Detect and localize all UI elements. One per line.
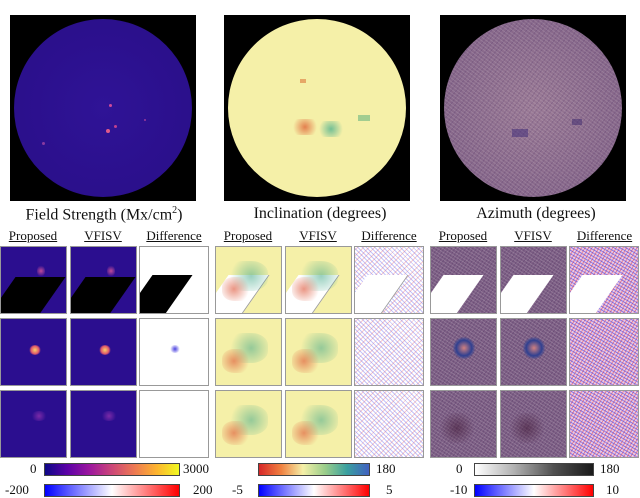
azimuth-vfisv-tile-row1 [500, 246, 567, 314]
label-difference-1: Difference [146, 228, 202, 243]
label-vfisv-3: VFISV [514, 228, 552, 243]
fs-main-min: 0 [30, 461, 37, 476]
az-diff-max: 10 [606, 482, 619, 497]
inc-main-max: 180 [376, 461, 396, 476]
field-strength-vfisv-tile-row3 [70, 390, 137, 458]
label-difference-3: Difference [576, 228, 633, 243]
fs-diff-max: 200 [193, 482, 213, 497]
az-main-min: 0 [456, 461, 463, 476]
inc-main-colorbar [258, 463, 370, 476]
azimuth-proposed-tile-row2 [430, 318, 497, 386]
az-diff-min: -10 [450, 482, 468, 497]
az-main-colorbar [474, 463, 594, 476]
inclination-difference-tile-row3 [354, 390, 424, 458]
inclination-vfisv-tile-row3 [285, 390, 352, 458]
az-diff-colorbar [474, 484, 594, 497]
azimuth-vfisv-tile-row2 [500, 318, 567, 386]
field-strength-fulldisk [10, 15, 196, 201]
inclination-proposed-tile-row1 [215, 246, 282, 314]
label-difference-2: Difference [361, 228, 417, 243]
inclination-title: Inclination (degrees) [253, 205, 387, 222]
field-strength-proposed-tile-row3 [0, 390, 67, 458]
inc-diff-min: -5 [232, 482, 243, 497]
azimuth-fulldisk [440, 15, 626, 201]
inclination-disk [228, 19, 406, 197]
label-proposed-3: Proposed [438, 228, 488, 243]
az-main-max: 180 [600, 461, 620, 476]
inc-diff-colorbar [258, 484, 370, 497]
azimuth-proposed-tile-row3 [430, 390, 497, 458]
fs-main-max: 3000 [183, 461, 209, 476]
fs-diff-colorbar [44, 484, 180, 497]
label-vfisv-1: VFISV [84, 228, 122, 243]
field-strength-vfisv-tile-row2 [70, 318, 137, 386]
azimuth-proposed-tile-row1 [430, 246, 497, 314]
field-strength-difference-tile-row3 [139, 390, 209, 458]
label-vfisv-2: VFISV [299, 228, 337, 243]
field-strength-difference-tile-row1 [139, 246, 209, 314]
field-strength-difference-tile-row2 [139, 318, 209, 386]
inclination-fulldisk [224, 15, 410, 201]
azimuth-disk [444, 19, 622, 197]
label-proposed-2: Proposed [223, 228, 273, 243]
azimuth-difference-tile-row3 [569, 390, 639, 458]
field-strength-proposed-tile-row2 [0, 318, 67, 386]
inclination-difference-tile-row2 [354, 318, 424, 386]
field-strength-vfisv-tile-row1 [70, 246, 137, 314]
field-strength-proposed-tile-row1 [0, 246, 67, 314]
fs-diff-min: -200 [5, 482, 29, 497]
inclination-vfisv-tile-row2 [285, 318, 352, 386]
inclination-proposed-tile-row2 [215, 318, 282, 386]
field-strength-disk [14, 19, 192, 197]
inc-diff-max: 5 [386, 482, 393, 497]
azimuth-difference-tile-row1 [569, 246, 639, 314]
inclination-difference-tile-row1 [354, 246, 424, 314]
azimuth-difference-tile-row2 [569, 318, 639, 386]
inclination-proposed-tile-row3 [215, 390, 282, 458]
azimuth-vfisv-tile-row3 [500, 390, 567, 458]
fs-main-colorbar [44, 463, 180, 476]
azimuth-title: Azimuth (degrees) [476, 205, 596, 222]
inclination-vfisv-tile-row1 [285, 246, 352, 314]
field-strength-title: Field Strength (Mx/cm2) [25, 205, 183, 224]
label-proposed-1: Proposed [8, 228, 58, 243]
